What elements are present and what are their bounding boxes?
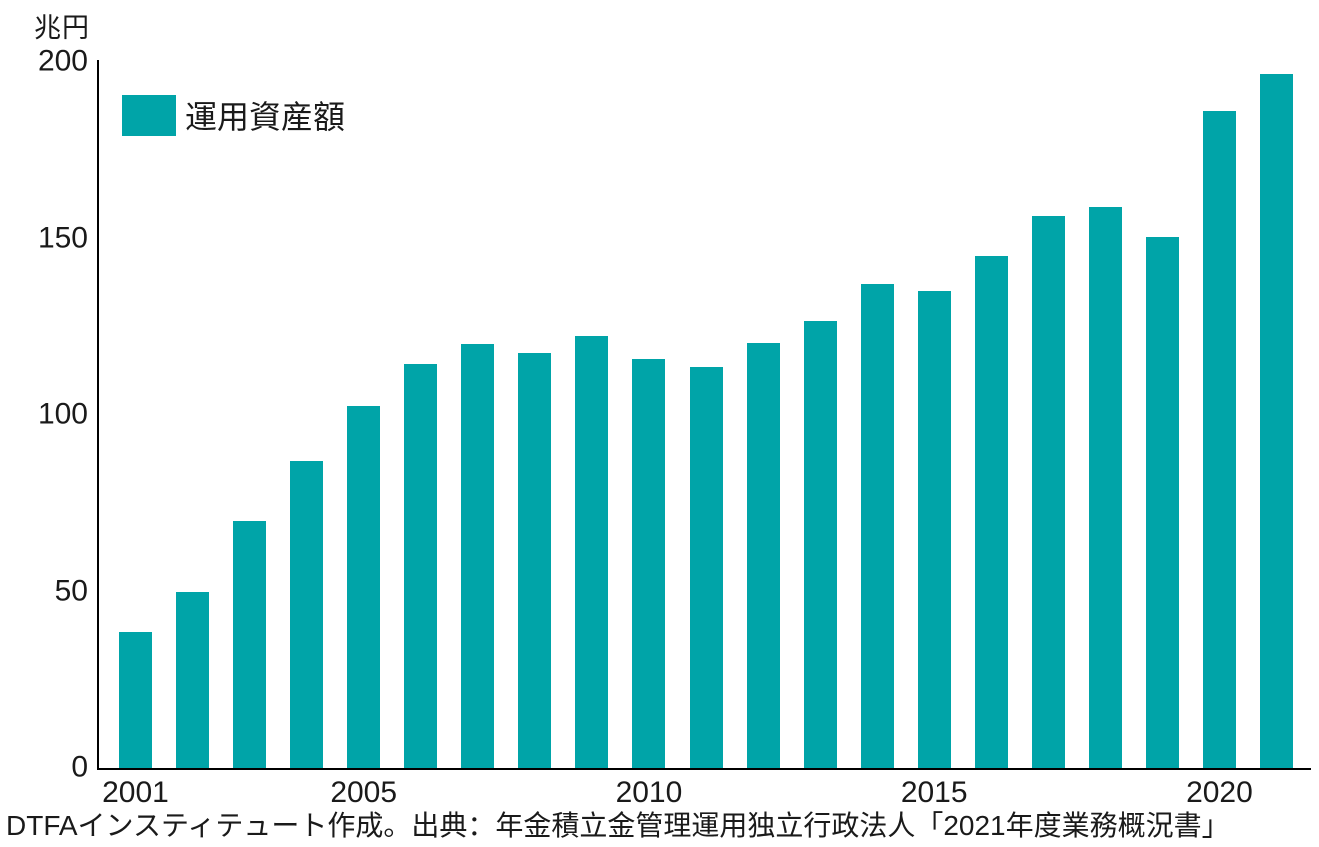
y-axis-unit-label: 兆円 [34, 13, 90, 43]
bar-2021 [1260, 74, 1293, 768]
bar-2017 [1031, 215, 1065, 768]
y-tick-200: 200 [37, 44, 88, 78]
x-tick-2015: 2015 [900, 776, 968, 809]
bar-2012 [746, 342, 780, 768]
bar-2011 [689, 367, 723, 768]
legend-label: 運用資産額 [185, 99, 346, 135]
bar-2006 [404, 363, 438, 768]
x-tick-2020: 2020 [1186, 776, 1253, 809]
bar-2020 [1202, 111, 1236, 768]
x-tick-2001: 2001 [102, 776, 169, 809]
bar-2015 [917, 291, 951, 768]
bar-2003 [233, 520, 267, 768]
y-tick-0: 0 [71, 750, 88, 784]
bar-2002 [176, 591, 210, 768]
y-tick-50: 50 [54, 573, 88, 607]
bar-2004 [290, 460, 324, 768]
bar-2010 [632, 358, 666, 768]
bar-2007 [461, 344, 495, 768]
bar-2014 [860, 284, 894, 768]
bar-2005 [347, 406, 381, 768]
bar-2013 [803, 321, 837, 768]
x-axis-line [97, 768, 1311, 770]
source-attribution: DTFAインスティテュート作成。出典：年金積立金管理運用独立行政法人「2021年… [6, 810, 1230, 841]
bar-2016 [974, 256, 1008, 768]
legend: 運用資産額 [122, 92, 345, 138]
bar-2001 [119, 632, 152, 768]
bar-2009 [575, 335, 609, 768]
y-tick-100: 100 [37, 397, 88, 431]
x-tick-2010: 2010 [615, 776, 683, 809]
legend-color-swatch [122, 94, 176, 136]
bar-2018 [1088, 206, 1122, 768]
y-axis-line [97, 60, 99, 769]
y-tick-150: 150 [37, 220, 88, 254]
x-tick-2005: 2005 [330, 776, 398, 809]
bar-2008 [518, 353, 552, 768]
bar-2019 [1145, 236, 1179, 768]
